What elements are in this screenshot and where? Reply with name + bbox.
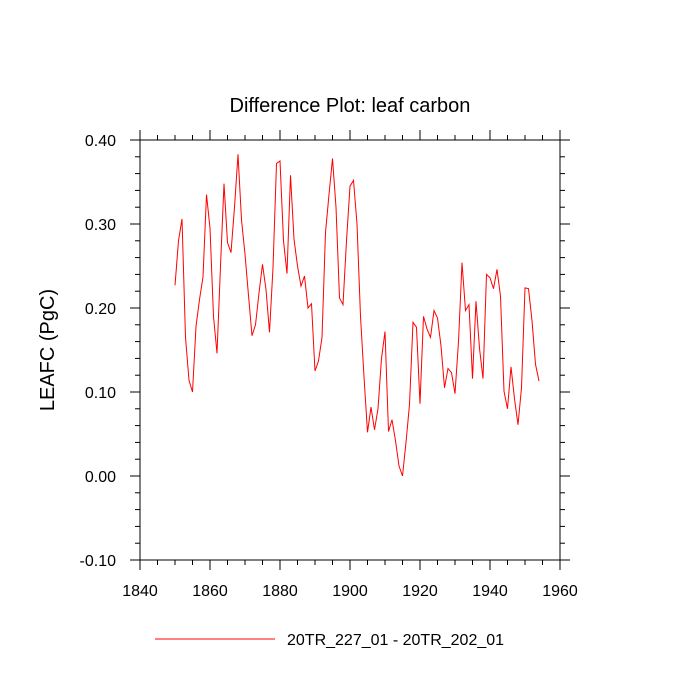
y-tick-label: 0.00 — [85, 469, 116, 486]
y-tick-label: 0.30 — [85, 217, 116, 234]
x-tick-label: 1880 — [262, 583, 298, 600]
x-tick-label: 1900 — [332, 583, 368, 600]
x-axis-ticks: 1840 1860 1880 1900 1920 1940 1960 — [122, 130, 578, 600]
plot-frame — [139, 139, 561, 561]
legend-label: 20TR_227_01 - 20TR_202_01 — [287, 632, 504, 649]
x-tick-label: 1960 — [542, 583, 578, 600]
y-axis-ticks: -0.10 0.00 0.10 0.20 0.30 0.40 — [80, 133, 570, 570]
y-tick-label: -0.10 — [80, 553, 117, 570]
series-layer — [174, 154, 540, 477]
series-line-0 — [174, 154, 540, 477]
legend: 20TR_227_01 - 20TR_202_01 — [155, 632, 504, 649]
x-tick-label: 1920 — [402, 583, 438, 600]
chart-title: Difference Plot: leaf carbon — [230, 95, 471, 117]
x-tick-label: 1840 — [122, 583, 158, 600]
y-tick-label: 0.40 — [85, 133, 116, 150]
y-axis-label: LEAFC (PgC) — [37, 289, 59, 411]
x-tick-label: 1860 — [192, 583, 228, 600]
y-tick-label: 0.20 — [85, 301, 116, 318]
x-tick-label: 1940 — [472, 583, 508, 600]
y-tick-label: 0.10 — [85, 385, 116, 402]
